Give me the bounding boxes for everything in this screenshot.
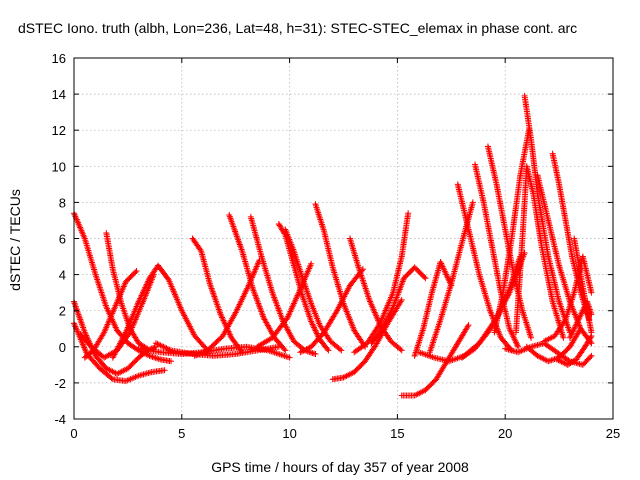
- data-arc: [368, 264, 429, 347]
- data-point: [398, 347, 405, 354]
- data-arc: [491, 127, 532, 336]
- data-arc: [521, 92, 573, 336]
- y-tick-label: 16: [52, 51, 66, 66]
- data-point: [588, 289, 595, 296]
- y-tick-label: 10: [52, 159, 66, 174]
- data-arc: [152, 340, 282, 359]
- data-points: [71, 92, 595, 399]
- data-arc: [81, 267, 140, 361]
- data-point: [133, 267, 140, 274]
- data-point: [324, 346, 331, 353]
- axes: 0 5 10 15 20 25 -4 -2 0 2 4 6 8 10 12 14 16: [52, 51, 621, 441]
- data-arc: [553, 332, 595, 368]
- plot-frame: [73, 57, 614, 420]
- data-arc: [247, 213, 319, 358]
- data-point: [398, 296, 405, 303]
- data-point: [587, 354, 594, 361]
- data-arc: [312, 201, 369, 350]
- y-tick-label: 12: [52, 123, 66, 138]
- data-point: [281, 346, 288, 353]
- data-point: [376, 321, 383, 328]
- data-point: [469, 199, 476, 206]
- data-arc: [71, 320, 168, 385]
- data-point: [421, 274, 428, 281]
- data-point: [397, 298, 404, 305]
- data-point: [132, 269, 139, 276]
- data-point: [150, 345, 157, 352]
- y-tick-label: 4: [59, 268, 66, 283]
- data-point: [161, 367, 168, 374]
- y-tick-label: 14: [52, 87, 66, 102]
- data-point: [397, 346, 404, 353]
- data-point: [108, 375, 115, 382]
- y-axis-label: dSTEC / TECUs: [7, 189, 23, 291]
- data-point: [333, 309, 340, 316]
- x-tick-label: 0: [70, 426, 77, 441]
- data-point: [422, 275, 429, 282]
- data-arc: [254, 260, 315, 350]
- data-point: [283, 316, 290, 323]
- data-arc: [398, 322, 472, 399]
- data-point: [587, 334, 594, 341]
- y-tick-label: 2: [59, 304, 66, 319]
- data-arc: [329, 296, 405, 383]
- y-tick-label: 8: [59, 195, 66, 210]
- grid: [74, 58, 613, 419]
- data-point: [588, 352, 595, 359]
- x-tick-label: 5: [178, 426, 185, 441]
- x-tick-label: 25: [606, 426, 620, 441]
- data-point: [515, 343, 522, 350]
- data-point: [325, 347, 332, 354]
- data-arc: [566, 298, 595, 341]
- data-point: [308, 260, 315, 267]
- data-point: [197, 246, 204, 253]
- data-arc: [226, 212, 289, 354]
- x-tick-label: 10: [282, 426, 296, 441]
- y-tick-label: 0: [59, 340, 66, 355]
- y-tick-label: -2: [54, 376, 66, 391]
- y-tick-label: 6: [59, 232, 66, 247]
- data-point: [338, 347, 345, 354]
- chart-title: dSTEC Iono. truth (albh, Lon=236, Lat=48…: [18, 20, 577, 36]
- data-point: [588, 332, 595, 339]
- data-point: [336, 346, 343, 353]
- data-arc: [512, 163, 567, 341]
- x-axis-label: GPS time / hours of day 357 of year 2008: [211, 459, 469, 475]
- x-tick-label: 20: [498, 426, 512, 441]
- data-point: [168, 358, 175, 365]
- y-tick-label: -4: [54, 412, 66, 427]
- data-point: [312, 351, 319, 358]
- data-arc: [351, 210, 412, 356]
- data-point: [405, 210, 412, 217]
- data-arc: [571, 235, 595, 336]
- data-point: [151, 344, 158, 351]
- x-tick-label: 15: [390, 426, 404, 441]
- data-point: [286, 354, 293, 361]
- data-point: [528, 334, 535, 341]
- data-point: [560, 334, 567, 341]
- data-point: [282, 347, 289, 354]
- data-point: [465, 322, 472, 329]
- data-point: [588, 311, 595, 318]
